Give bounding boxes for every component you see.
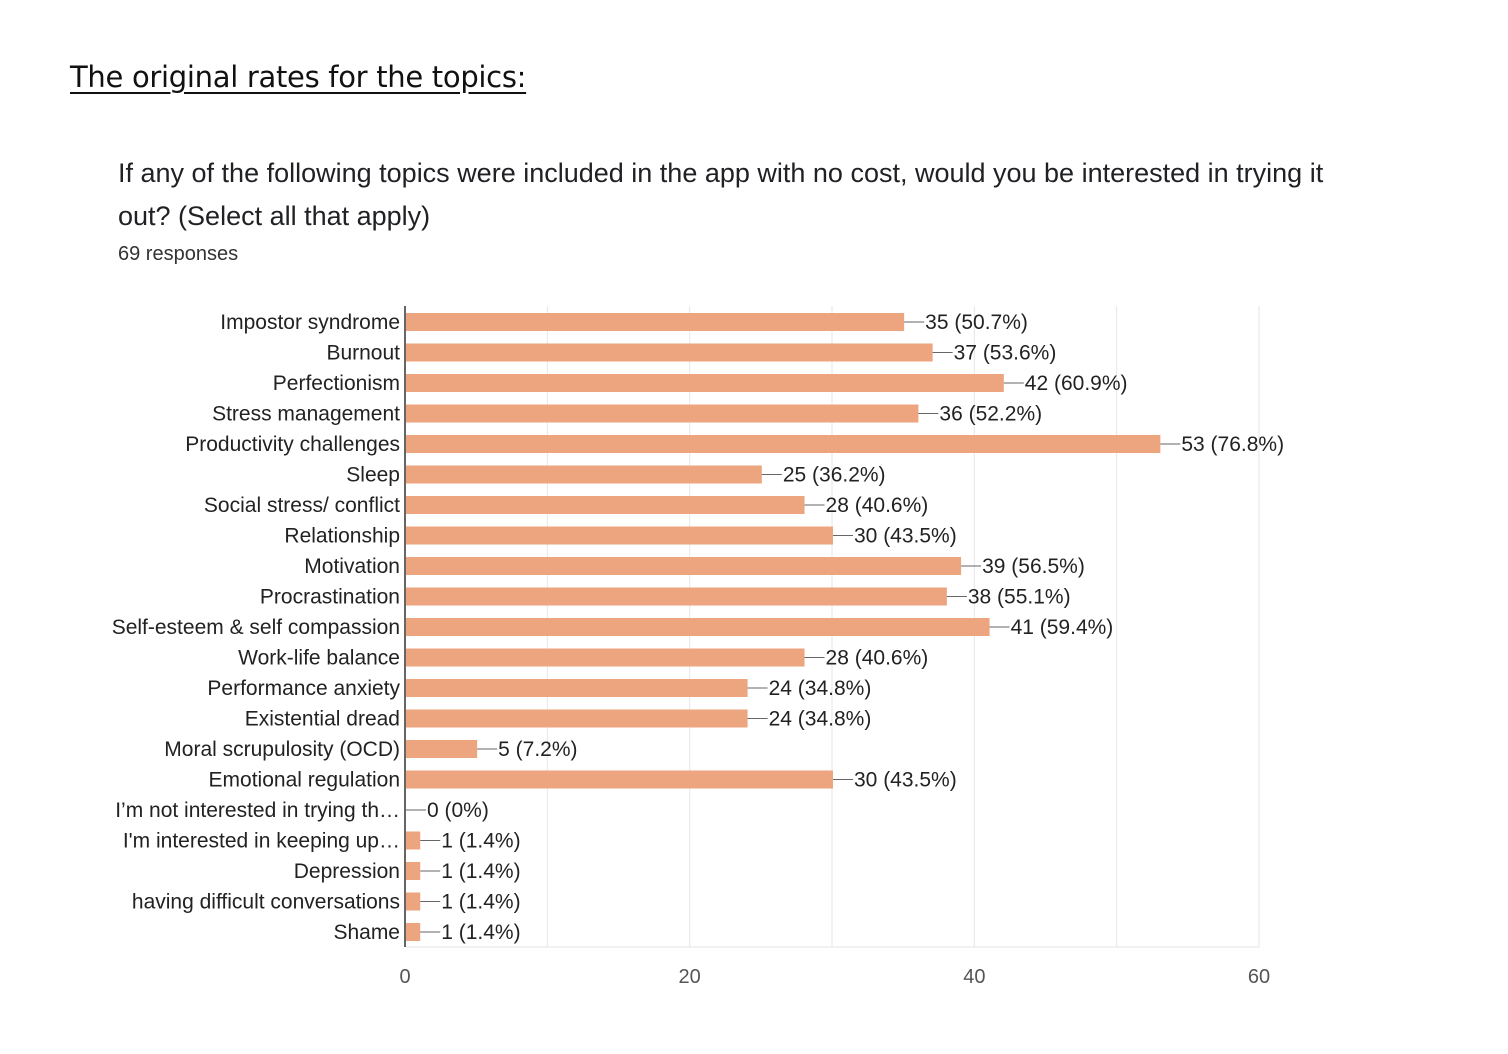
category-label: Impostor syndrome [220,311,400,334]
bar-4 [406,435,1161,453]
category-label: I’m not interested in trying th… [115,799,400,822]
bar-13 [406,709,748,728]
category-label: Procrastination [260,586,400,609]
data-label: 28 (40.6%) [826,647,929,670]
category-label: Existential dread [245,708,400,731]
data-label: 39 (56.5%) [982,555,1085,578]
data-label: 0 (0%) [427,799,489,822]
bar-8 [406,557,962,575]
category-label: Depression [294,860,400,883]
category-label: Self-esteem & self compassion [112,616,400,639]
category-label: Moral scrupulosity (OCD) [164,738,400,761]
bar-3 [406,404,919,423]
category-label: having difficult conversations [132,891,400,914]
data-label: 25 (36.2%) [783,464,886,487]
category-label: Stress management [212,403,400,426]
bar-14 [406,740,478,758]
data-label: 1 (1.4%) [441,891,520,914]
response-count: 69 responses [118,243,239,265]
data-label: 42 (60.9%) [1025,372,1128,395]
bar-20 [406,923,421,941]
category-label: I'm interested in keeping up… [123,830,400,853]
category-label: Performance anxiety [207,677,400,700]
data-label: 35 (50.7%) [925,311,1028,334]
bar-chart: Impostor syndrome 35 (50.7%) Burnout 37 (53… [112,306,1284,988]
bar-19 [406,892,421,911]
bar-2 [406,374,1004,392]
category-label: Emotional regulation [209,769,400,792]
category-label: Social stress/ conflict [204,494,400,517]
bar-15 [406,770,833,789]
category-label: Productivity challenges [185,433,400,456]
data-label: 41 (59.4%) [1011,616,1114,639]
bar-12 [406,679,748,697]
category-label: Burnout [326,342,400,365]
data-label: 53 (76.8%) [1181,433,1284,456]
data-label: 24 (34.8%) [769,677,872,700]
category-label: Shame [333,921,400,944]
data-label: 1 (1.4%) [441,860,520,883]
data-label: 30 (43.5%) [854,769,957,792]
bar-1 [406,343,933,362]
data-label: 28 (40.6%) [826,494,929,517]
data-label: 36 (52.2%) [939,403,1042,426]
category-label: Perfectionism [273,372,400,395]
bar-17 [406,831,421,850]
category-label: Motivation [304,555,400,578]
category-label: Sleep [346,464,400,487]
bar-10 [406,618,990,636]
bar-0 [406,313,905,331]
x-tick-label: 20 [679,966,701,988]
data-label: 38 (55.1%) [968,586,1071,609]
data-label: 1 (1.4%) [441,830,520,853]
data-label: 37 (53.6%) [954,342,1057,365]
data-label: 24 (34.8%) [769,708,872,731]
data-label: 30 (43.5%) [854,525,957,548]
category-label: Work-life balance [238,647,400,670]
data-label: 5 (7.2%) [498,738,577,761]
bar-7 [406,526,833,545]
bar-11 [406,648,805,667]
x-tick-label: 0 [399,966,410,988]
bar-5 [406,465,762,484]
bar-6 [406,496,805,514]
bar-18 [406,862,421,880]
bar-9 [406,587,947,606]
page-heading: The original rates for the topics: [70,60,527,94]
category-label: Relationship [284,525,400,548]
x-tick-label: 40 [963,966,985,988]
data-label: 1 (1.4%) [441,921,520,944]
question-title: If any of the following topics were incl… [118,158,1324,231]
x-tick-label: 60 [1248,966,1270,988]
